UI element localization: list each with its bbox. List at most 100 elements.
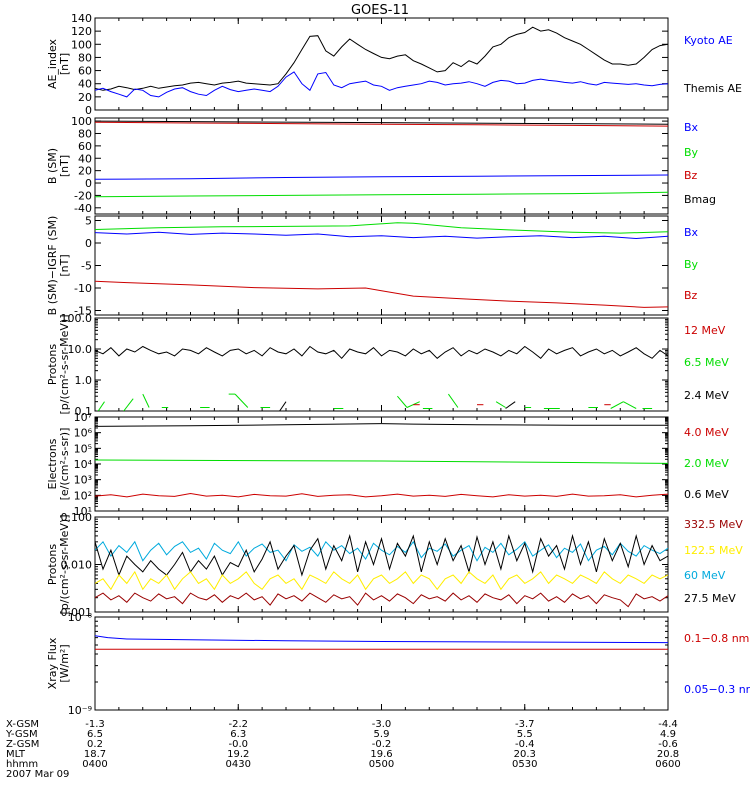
y-axis-label: [nT] bbox=[58, 53, 71, 75]
y-tick-label: 10¹ bbox=[74, 505, 92, 518]
legend-entry: 122.5 MeV bbox=[684, 544, 743, 557]
series-fragment bbox=[495, 401, 506, 408]
series-fragment bbox=[234, 393, 249, 408]
series-line-2-4-mev bbox=[95, 345, 668, 360]
series-fragment bbox=[142, 393, 150, 408]
ephemeris-value: -1.3 bbox=[85, 719, 105, 730]
series-line-bx bbox=[95, 174, 668, 180]
y-tick-label: -20 bbox=[74, 189, 92, 202]
panel-frame bbox=[94, 117, 669, 215]
series-fragment bbox=[397, 395, 408, 408]
y-tick-label: 5 bbox=[85, 215, 92, 228]
series-line-kyoto-ae bbox=[95, 26, 668, 91]
y-tick-label: 10.0 bbox=[68, 343, 93, 356]
y-tick-label: 0 bbox=[85, 104, 92, 117]
date-label: 2007 Mar 09 bbox=[6, 769, 69, 780]
series-group bbox=[95, 222, 668, 308]
y-tick-label: 0.1 bbox=[75, 405, 93, 418]
y-tick-label: -15 bbox=[74, 305, 92, 318]
panel-xray: 10⁻⁹ 10⁻⁸ Xray Flux [W/m²] 0.1−0.8 nm 0.05−0.… bbox=[46, 611, 750, 717]
y-tick-label: 10⁷ bbox=[74, 411, 92, 424]
y-tick-label: 60 bbox=[78, 65, 92, 78]
x-axis-ephemeris: X-GSM -1.3 -2.2 -3.0 -3.7 -4.4 Y-GSM 6.5 6.3 5.9 5… bbox=[5, 719, 681, 780]
y-axis-label: [nT] bbox=[58, 254, 71, 276]
panel-protons_mev: 0.1 1.0 10.0 100.0 Protons [p/(cm²-s-sr-MeV)]… bbox=[46, 312, 729, 418]
y-axis-label: B (SM)−IGRF (SM) bbox=[46, 216, 59, 316]
series-fragment bbox=[123, 398, 134, 411]
series-fragment bbox=[279, 401, 287, 411]
legend-entry: Bmag bbox=[684, 193, 716, 206]
ephemeris-value: 0500 bbox=[369, 759, 394, 770]
plot-title: GOES-11 bbox=[351, 3, 409, 18]
ephemeris-value: 4.9 bbox=[660, 729, 676, 740]
y-tick-label: -40 bbox=[74, 202, 92, 215]
ephemeris-value: 0430 bbox=[226, 759, 251, 770]
ephemeris-value: -0.4 bbox=[515, 739, 535, 750]
y-tick-label: 1.0 bbox=[75, 374, 93, 387]
series-group bbox=[95, 26, 668, 98]
ephemeris-value: 0.2 bbox=[87, 739, 103, 750]
legend-entry: Themis AE bbox=[683, 82, 742, 95]
y-tick-label: 100.0 bbox=[61, 312, 93, 325]
series-group bbox=[95, 423, 668, 498]
y-axis-label: B (SM) bbox=[46, 148, 59, 184]
series-fragment bbox=[97, 401, 105, 411]
ephemeris-value: -3.0 bbox=[372, 719, 392, 730]
y-tick-label: 60 bbox=[78, 140, 92, 153]
y-tick-label: 0 bbox=[85, 177, 92, 190]
series-line-122-5-mev bbox=[95, 570, 668, 591]
y-axis-label: [nT] bbox=[58, 155, 71, 177]
series-line-bz bbox=[95, 121, 668, 127]
ephemeris-value: 6.3 bbox=[230, 729, 246, 740]
panel-electrons: 10¹ 10² 10³ 10⁴ 10⁵ 10⁶ 10⁷ Electrons [e/(cm²-s-… bbox=[46, 411, 729, 518]
y-axis-label: [e/(cm²-s-sr)] bbox=[58, 428, 71, 501]
series-fragment bbox=[610, 401, 624, 409]
ephemeris-value: 6.5 bbox=[87, 729, 103, 740]
y-tick-label: 140 bbox=[71, 12, 92, 25]
y-tick-label: 0 bbox=[85, 237, 92, 250]
legend-entry: By bbox=[684, 146, 699, 159]
panel-bigrf: -15 -10 -5 0 5 B (SM)−IGRF (SM) [nT] Bx By Bz bbox=[46, 215, 699, 318]
ephemeris-value: 0400 bbox=[82, 759, 107, 770]
series-fragment bbox=[623, 401, 637, 409]
legend-entry: Bx bbox=[684, 121, 699, 134]
ephemeris-value: -4.4 bbox=[658, 719, 678, 730]
legend-entry: 27.5 MeV bbox=[684, 592, 736, 605]
ephemeris-value: 20.3 bbox=[514, 749, 536, 760]
y-tick-label: 0.001 bbox=[61, 606, 93, 619]
series-group bbox=[95, 635, 668, 650]
y-tick-label: 0.010 bbox=[61, 559, 93, 572]
y-tick-label: 40 bbox=[78, 78, 92, 91]
ephemeris-row-label: Y-GSM bbox=[5, 729, 38, 740]
y-tick-label: -10 bbox=[74, 282, 92, 295]
y-tick-label: 100 bbox=[71, 115, 92, 128]
legend-entry: 60 MeV bbox=[684, 569, 726, 582]
legend-entry: 0.6 MeV bbox=[684, 488, 729, 501]
series-fragment bbox=[505, 401, 516, 409]
series-line-by bbox=[95, 222, 668, 234]
y-tick-label: 40 bbox=[78, 152, 92, 165]
series-line-2-0-mev bbox=[95, 459, 668, 464]
y-tick-label: 20 bbox=[78, 91, 92, 104]
panel-protons_hi: 0.001 0.010 0.100 Protons [p/(cm²-s-sr-MeV)]… bbox=[46, 511, 743, 619]
ephemeris-row-label: X-GSM bbox=[6, 719, 39, 730]
ephemeris-row-label: hhmm bbox=[6, 759, 38, 770]
legend-entry: 4.0 MeV bbox=[684, 426, 729, 439]
y-tick-label: 10² bbox=[74, 489, 92, 502]
ephemeris-value: 0600 bbox=[655, 759, 680, 770]
y-tick-label: -5 bbox=[81, 260, 92, 273]
series-group bbox=[95, 533, 668, 608]
panel-frame bbox=[94, 17, 669, 111]
ephemeris-value: 5.9 bbox=[374, 729, 390, 740]
ephemeris-value: 19.6 bbox=[370, 749, 392, 760]
legend-entry: 12 MeV bbox=[684, 324, 726, 337]
series-line-0-05-0-3-nm bbox=[95, 635, 668, 644]
series-line-bz bbox=[95, 280, 668, 308]
ephemeris-value: 20.8 bbox=[657, 749, 679, 760]
ephemeris-value: -0.6 bbox=[658, 739, 678, 750]
ephemeris-value: 0530 bbox=[512, 759, 537, 770]
y-tick-label: 10³ bbox=[74, 474, 92, 487]
